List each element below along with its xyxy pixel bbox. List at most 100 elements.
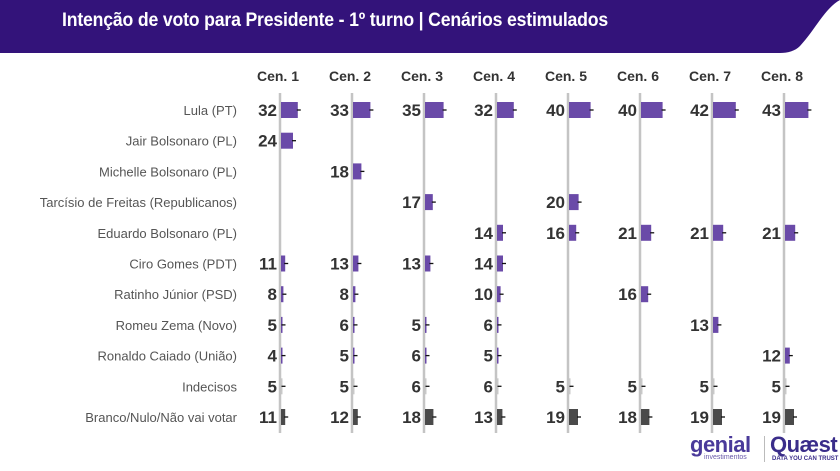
bar bbox=[497, 102, 514, 118]
value-label: 6 bbox=[340, 316, 349, 335]
scenario-label: Cen. 2 bbox=[329, 68, 371, 84]
value-label: 5 bbox=[340, 347, 349, 366]
bar bbox=[497, 409, 503, 425]
candidate-labels: Lula (PT) Jair Bolsonaro (PL) Michelle Bol… bbox=[40, 103, 238, 425]
bar bbox=[641, 409, 650, 425]
value-label: 21 bbox=[690, 224, 709, 243]
bar bbox=[425, 194, 433, 211]
bar bbox=[569, 409, 578, 425]
value-label: 5 bbox=[700, 377, 709, 396]
value-label: 17 bbox=[402, 193, 421, 212]
value-label: 11 bbox=[259, 408, 277, 427]
value-label: 13 bbox=[330, 255, 349, 274]
footer-logos: genial investimentos Quæst DATA YOU CAN … bbox=[690, 432, 840, 468]
value-label: 14 bbox=[474, 224, 493, 243]
value-label: 40 bbox=[618, 101, 637, 120]
value-label: 10 bbox=[474, 285, 493, 304]
value-label: 18 bbox=[402, 408, 421, 427]
candidate-label: Michelle Bolsonaro (PL) bbox=[99, 164, 237, 179]
value-label: 12 bbox=[762, 347, 781, 366]
value-label: 4 bbox=[268, 347, 278, 366]
bar bbox=[497, 286, 501, 303]
value-label: 8 bbox=[268, 285, 277, 304]
scenario-label: Cen. 3 bbox=[401, 68, 443, 84]
bar bbox=[425, 409, 434, 425]
value-label: 21 bbox=[618, 224, 637, 243]
bar bbox=[497, 255, 503, 272]
value-label: 12 bbox=[330, 408, 349, 427]
value-label: 6 bbox=[484, 316, 493, 335]
bar bbox=[425, 102, 444, 118]
bar bbox=[713, 409, 722, 425]
candidate-label: Indecisos bbox=[182, 379, 237, 394]
quaest-logo-subtitle: DATA YOU CAN TRUST bbox=[772, 456, 839, 462]
scenario-labels: Cen. 1 Cen. 2 Cen. 3 Cen. 4 Cen. 5 Cen. 6 Cen.… bbox=[257, 68, 803, 84]
value-label: 35 bbox=[402, 101, 421, 120]
value-label: 5 bbox=[340, 377, 349, 396]
bar bbox=[497, 224, 503, 241]
bar bbox=[425, 255, 431, 272]
value-label: 43 bbox=[762, 101, 781, 120]
value-label: 5 bbox=[268, 377, 277, 396]
bar bbox=[281, 286, 284, 303]
scenario-label: Cen. 8 bbox=[761, 68, 803, 84]
candidate-label: Ratinho Júnior (PSD) bbox=[114, 287, 237, 302]
bar bbox=[281, 409, 286, 425]
bar bbox=[785, 224, 796, 241]
value-label: 5 bbox=[484, 347, 493, 366]
value-label: 32 bbox=[474, 101, 493, 120]
value-label: 42 bbox=[690, 101, 709, 120]
candidate-label: Romeu Zema (Novo) bbox=[116, 318, 237, 333]
bar bbox=[713, 102, 736, 118]
bar bbox=[353, 255, 359, 272]
candidate-label: Branco/Nulo/Não vai votar bbox=[85, 410, 237, 425]
value-label: 21 bbox=[762, 224, 781, 243]
value-label: 40 bbox=[546, 101, 565, 120]
bar bbox=[281, 255, 286, 272]
bar bbox=[569, 102, 591, 118]
bar bbox=[641, 102, 663, 118]
value-label: 5 bbox=[772, 377, 781, 396]
bar bbox=[569, 194, 579, 211]
scenario-label: Cen. 5 bbox=[545, 68, 587, 84]
value-label: 6 bbox=[412, 347, 421, 366]
header-background bbox=[0, 0, 840, 53]
genial-logo-subtitle: investimentos bbox=[704, 454, 747, 461]
bar bbox=[713, 224, 724, 241]
value-label: 19 bbox=[546, 408, 565, 427]
value-label: 5 bbox=[628, 377, 637, 396]
bar bbox=[353, 409, 358, 425]
value-label: 13 bbox=[474, 408, 493, 427]
scenario-label: Cen. 7 bbox=[689, 68, 731, 84]
value-label: 5 bbox=[412, 316, 421, 335]
bar bbox=[785, 102, 809, 118]
value-label: 20 bbox=[546, 193, 565, 212]
value-label: 5 bbox=[556, 377, 565, 396]
value-label: 32 bbox=[258, 101, 277, 120]
bar bbox=[569, 224, 577, 241]
value-label: 16 bbox=[618, 285, 637, 304]
bar bbox=[353, 286, 356, 303]
candidate-label: Lula (PT) bbox=[184, 103, 237, 118]
chart-title: Intenção de voto para Presidente - 1º tu… bbox=[62, 10, 609, 31]
value-label: 16 bbox=[546, 224, 565, 243]
candidate-label: Jair Bolsonaro (PL) bbox=[126, 134, 237, 149]
candidate-label: Ciro Gomes (PDT) bbox=[129, 257, 237, 272]
value-label: 5 bbox=[268, 316, 277, 335]
value-label: 19 bbox=[762, 408, 781, 427]
bar bbox=[281, 102, 298, 118]
value-label: 13 bbox=[690, 316, 709, 335]
value-label: 24 bbox=[258, 132, 277, 151]
bars bbox=[281, 102, 812, 425]
candidate-label: Ronaldo Caiado (União) bbox=[98, 349, 237, 364]
scenario-label: Cen. 4 bbox=[473, 68, 515, 84]
bar bbox=[641, 286, 649, 303]
candidate-label: Eduardo Bolsonaro (PL) bbox=[98, 226, 237, 241]
scenario-label: Cen. 1 bbox=[257, 68, 299, 84]
bar bbox=[353, 102, 371, 118]
bar bbox=[641, 224, 652, 241]
scenario-label: Cen. 6 bbox=[617, 68, 659, 84]
scenario-axis-lines bbox=[278, 93, 786, 433]
bar bbox=[353, 163, 362, 180]
